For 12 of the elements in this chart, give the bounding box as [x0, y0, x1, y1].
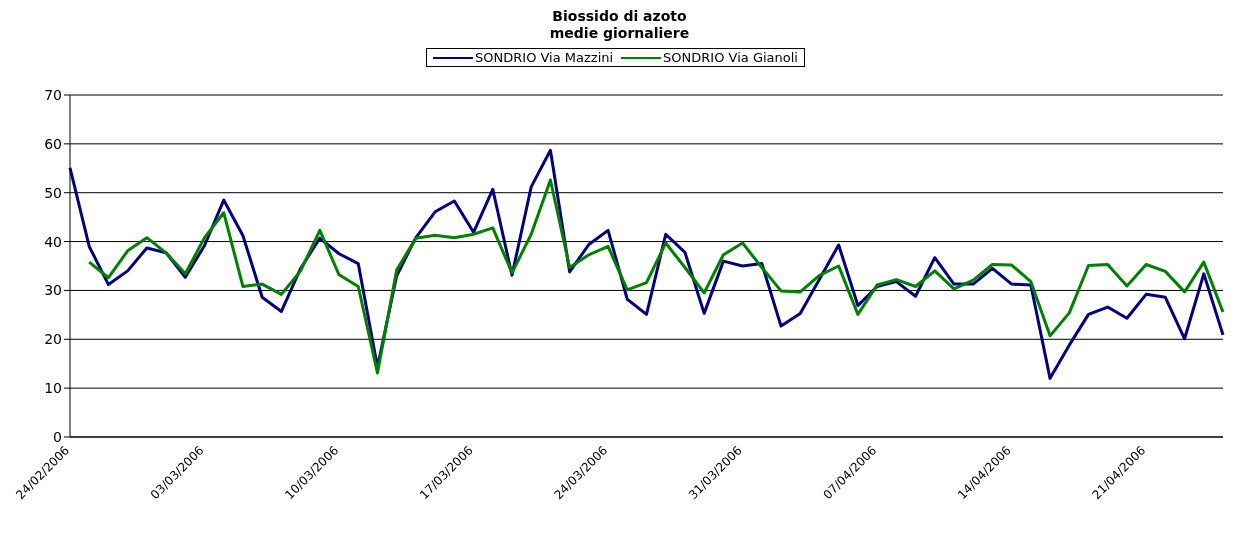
y-tick-label: 50 [44, 184, 62, 201]
y-tick-label: 10 [44, 380, 62, 397]
y-tick-label: 40 [44, 233, 62, 250]
y-tick-label: 70 [44, 86, 62, 103]
y-tick-label: 30 [44, 282, 62, 299]
y-tick-label: 60 [44, 135, 62, 152]
y-tick-label: 0 [53, 428, 62, 445]
legend-label: SONDRIO Via Mazzini [474, 50, 614, 65]
chart-title: Biossido di azoto medie giornaliere [548, 8, 691, 42]
y-tick-label: 20 [44, 331, 62, 348]
legend-label: SONDRIO Via Gianoli [662, 50, 798, 65]
line-series [87, 178, 1225, 375]
